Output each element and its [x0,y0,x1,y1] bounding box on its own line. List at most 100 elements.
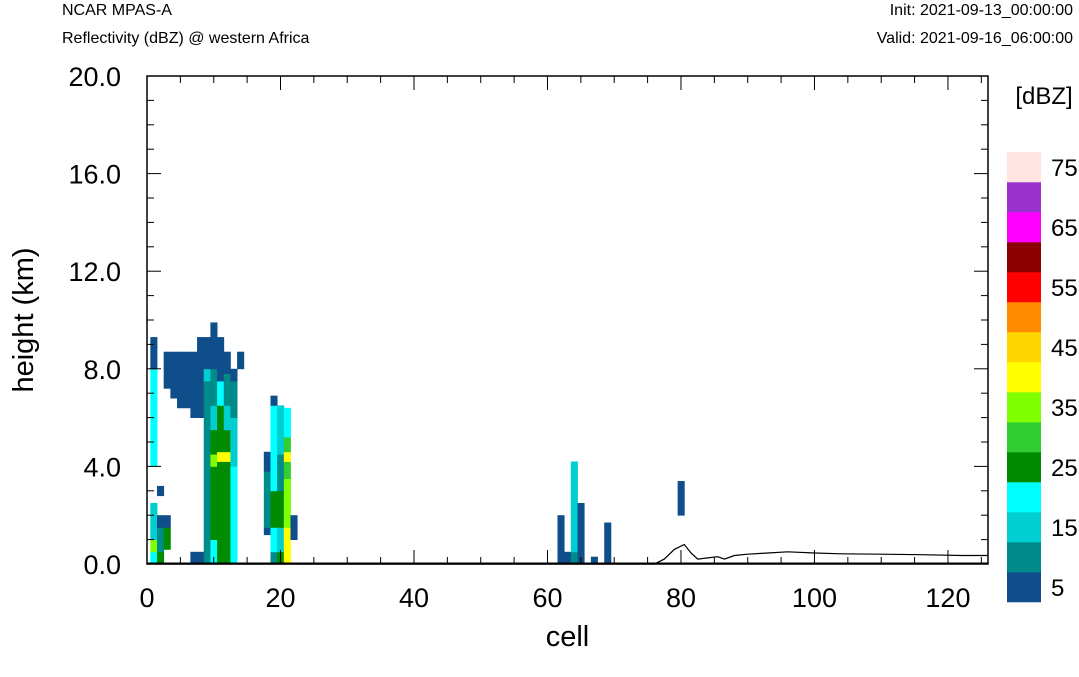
reflectivity-cell [203,381,211,467]
colorbar-title: [dBZ] [1015,83,1072,110]
reflectivity-cell [217,461,225,528]
reflectivity-cell [223,429,231,453]
reflectivity-cell [150,337,158,370]
reflectivity-cell [577,503,585,565]
reflectivity-cell [277,527,285,553]
colorbar-swatch [1007,152,1041,183]
reflectivity-cell [217,337,225,382]
reflectivity-cell [263,451,271,472]
reflectivity-cell [210,405,218,431]
reflectivity-cell [223,373,231,406]
y-tick-label: 12.0 [68,257,121,287]
reflectivity-cell [150,539,158,553]
colorbar-label: 45 [1051,335,1078,362]
colorbar-swatch [1007,332,1041,363]
reflectivity-cell [283,527,291,565]
reflectivity-cell [163,527,171,550]
reflectivity-cell [217,405,225,453]
reflectivity-cell [150,503,158,516]
reflectivity-cell [230,466,238,565]
x-tick-label: 80 [666,583,696,613]
reflectivity-cell [190,551,198,565]
reflectivity-cell [263,527,271,536]
reflectivity-cell [570,461,578,528]
reflectivity-cell [163,515,171,528]
colorbar-swatch [1007,272,1041,303]
colorbar-swatch [1007,302,1041,333]
x-tick-label: 40 [399,583,429,613]
colorbar-label: 15 [1051,515,1078,542]
colorbar-swatch [1007,542,1041,573]
reflectivity-cell [270,405,278,455]
reflectivity-cell [570,527,578,553]
colorbar-swatch [1007,572,1041,603]
reflectivity-cell [217,527,225,565]
reflectivity-cell [210,322,218,370]
colorbar-label: 75 [1051,155,1078,182]
colorbar-label: 65 [1051,215,1078,242]
y-tick-label: 20.0 [68,62,121,92]
reflectivity-cell [283,478,291,528]
x-axis-ticks: 0 20 40 60 80 100 120 [139,76,982,613]
reflectivity-cell [283,461,291,479]
y-tick-label: 4.0 [83,452,121,482]
x-tick-label: 120 [925,583,970,613]
reflectivity-cell [277,454,285,492]
reflectivity-cell [203,539,211,565]
y-tick-label: 0.0 [83,550,121,580]
terrain-profile [147,543,988,565]
reflectivity-cell [237,351,245,370]
reflectivity-cell [604,522,612,565]
reflectivity-cell [677,481,685,516]
reflectivity-cell [210,466,218,540]
colorbar-swatch [1007,182,1041,213]
reflectivity-cell [277,490,285,528]
reflectivity-cell [283,437,291,453]
reflectivity-cell [150,368,158,443]
reflectivity-cell [157,515,165,528]
reflectivity-cell [203,466,211,540]
y-tick-label: 8.0 [83,355,121,385]
reflectivity-cell [223,451,231,462]
reflectivity-cell [150,551,158,565]
reflectivity-cell [210,454,218,467]
x-tick-label: 0 [139,583,154,613]
colorbar-swatch [1007,422,1041,453]
y-tick-label: 16.0 [68,160,121,190]
colorbar-label: 25 [1051,455,1078,482]
reflectivity-cell [150,515,158,540]
reflectivity-cell [170,351,178,399]
reflectivity-cell [230,381,238,418]
colorbar-swatch [1007,512,1041,543]
reflectivity-cell [217,451,225,462]
model-title: NCAR MPAS-A [62,2,172,19]
init-time: Init: 2021-09-13_00:00:00 [889,2,1073,19]
reflectivity-cell [230,368,238,382]
reflectivity-cell [223,351,231,375]
y-axis-label: height (km) [8,247,40,392]
reflectivity-cell [570,551,578,565]
reflectivity-cell [157,551,165,565]
reflectivity-cell [183,351,191,409]
reflectivity-cell [210,429,218,455]
reflectivity-cell [157,485,165,497]
reflectivity-cell [270,454,278,492]
reflectivity-cell [270,551,278,565]
reflectivity-cell [177,351,185,409]
reflectivity-cell [210,368,218,406]
reflectivity-cell [263,471,271,528]
colorbar-swatch [1007,452,1041,483]
colorbar-swatch [1007,212,1041,243]
reflectivity-cell [190,351,198,418]
reflectivity-cell [290,515,298,540]
reflectivity-cell [210,539,218,565]
colorbar: 5 15 25 35 45 55 65 75 [1007,152,1078,603]
reflectivity-cell [230,417,238,467]
colorbar-label: 55 [1051,275,1078,302]
reflectivity-cell [223,405,231,431]
valid-time: Valid: 2021-09-16_06:00:00 [876,30,1073,47]
x-axis-label: cell [546,621,590,653]
colorbar-label: 35 [1051,395,1078,422]
reflectivity-cell [197,337,205,418]
